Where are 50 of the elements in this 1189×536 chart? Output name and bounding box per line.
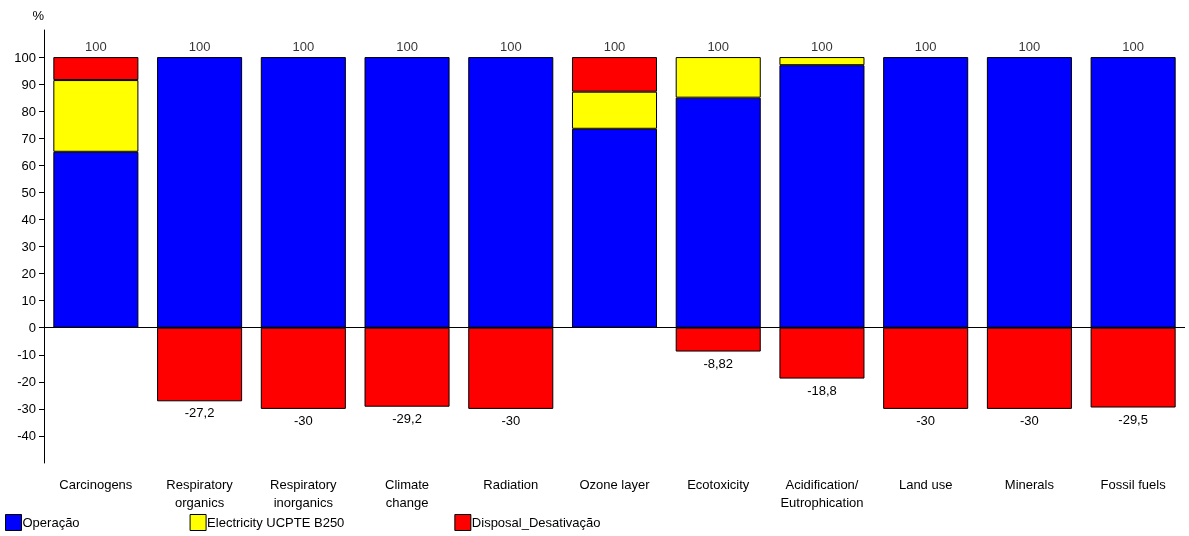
data-label: -18,8 xyxy=(807,382,837,398)
y-tick-label: -10 xyxy=(17,347,36,363)
legend-label: Electricity UCPTE B250 xyxy=(207,515,345,530)
data-label: -30 xyxy=(501,412,521,428)
data-label: -30 xyxy=(293,412,313,428)
x-tick-label: Respiratory organics xyxy=(166,476,234,510)
data-label: -30 xyxy=(1020,412,1039,428)
y-tick-label: -20 xyxy=(17,374,36,390)
annotation: 100 xyxy=(396,39,418,55)
x-tick-label: Climate change xyxy=(385,476,430,510)
y-tick-label: 50 xyxy=(21,184,36,200)
y-tick-label: 10 xyxy=(21,293,36,309)
x-tick-label: Radiation xyxy=(483,476,539,492)
y-tick-label: 0 xyxy=(28,320,36,336)
annotation: 100 xyxy=(292,39,315,55)
data-label: -29,2 xyxy=(392,410,422,426)
legend-label: Operação xyxy=(22,515,80,530)
x-tick-label: Acidification/ Eutrophication xyxy=(780,476,864,510)
y-tick-label: 80 xyxy=(21,103,36,119)
y-tick-label: 20 xyxy=(21,266,36,282)
annotation: 100 xyxy=(1018,39,1041,55)
x-tick-label: Respiratory inorganics xyxy=(270,476,338,510)
annotation: 100 xyxy=(707,39,730,55)
y-tick-label: 30 xyxy=(21,239,36,254)
y-axis-title: % xyxy=(32,8,45,23)
data-label: -30 xyxy=(916,412,936,428)
legend-label: Disposal_Desativação xyxy=(471,515,601,530)
x-tick-label: Minerals xyxy=(1004,476,1055,492)
annotation: 100 xyxy=(1122,39,1144,55)
data-label: -8,82 xyxy=(703,355,734,371)
data-label: -29,5 xyxy=(1118,411,1148,427)
x-tick-label: Carcinogens xyxy=(59,476,133,492)
y-tick-label: 40 xyxy=(21,211,36,227)
annotation: 100 xyxy=(603,39,626,55)
y-tick-label: 90 xyxy=(21,76,36,92)
y-tick-label: 70 xyxy=(21,130,36,146)
x-tick-label: Fossil fuels xyxy=(1100,476,1167,492)
annotation: 100 xyxy=(188,39,211,55)
x-tick-label: Land use xyxy=(898,476,953,492)
x-tick-label: Ozone layer xyxy=(579,476,651,492)
y-tick-label: 60 xyxy=(21,157,36,173)
data-label: -27,2 xyxy=(184,405,215,421)
annotation: 100 xyxy=(811,39,833,55)
annotation: 100 xyxy=(85,39,107,55)
y-tick-label: -30 xyxy=(17,401,36,417)
annotation: 100 xyxy=(914,39,937,55)
y-tick-label: -40 xyxy=(17,428,36,444)
annotation: 100 xyxy=(499,39,522,55)
y-tick-label: 100 xyxy=(14,49,36,65)
x-tick-label: Ecotoxicity xyxy=(687,476,750,492)
